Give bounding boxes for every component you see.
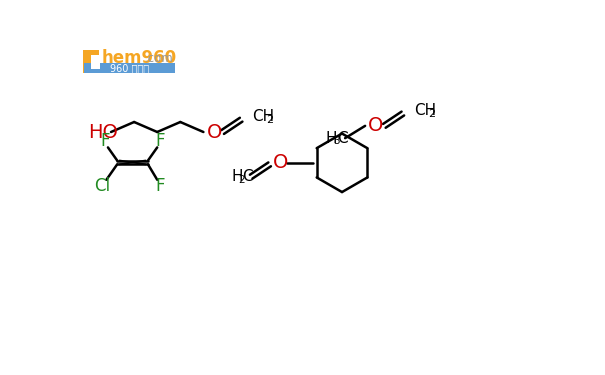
Text: 2: 2 [267, 115, 273, 125]
Text: H: H [231, 169, 243, 184]
Text: O: O [206, 123, 222, 141]
Text: Cl: Cl [94, 177, 110, 195]
Text: O: O [368, 116, 384, 135]
Text: hem960: hem960 [102, 49, 177, 67]
Text: 2: 2 [238, 175, 244, 185]
Text: CH: CH [414, 103, 436, 118]
Text: C: C [242, 169, 252, 184]
Text: CH: CH [252, 109, 274, 124]
Text: O: O [273, 153, 288, 172]
Text: .com: .com [145, 52, 174, 64]
Bar [84, 63, 175, 74]
Text: HO: HO [88, 123, 118, 141]
Text: 3: 3 [333, 136, 339, 146]
Bar [91, 55, 100, 69]
Text: F: F [100, 132, 110, 150]
Text: H: H [326, 130, 338, 146]
Text: C: C [338, 130, 348, 146]
Text: 960 化工网: 960 化工网 [110, 63, 149, 74]
Text: F: F [155, 177, 165, 195]
Bar [83, 50, 99, 74]
Text: 2: 2 [428, 108, 436, 118]
Text: F: F [155, 132, 165, 150]
